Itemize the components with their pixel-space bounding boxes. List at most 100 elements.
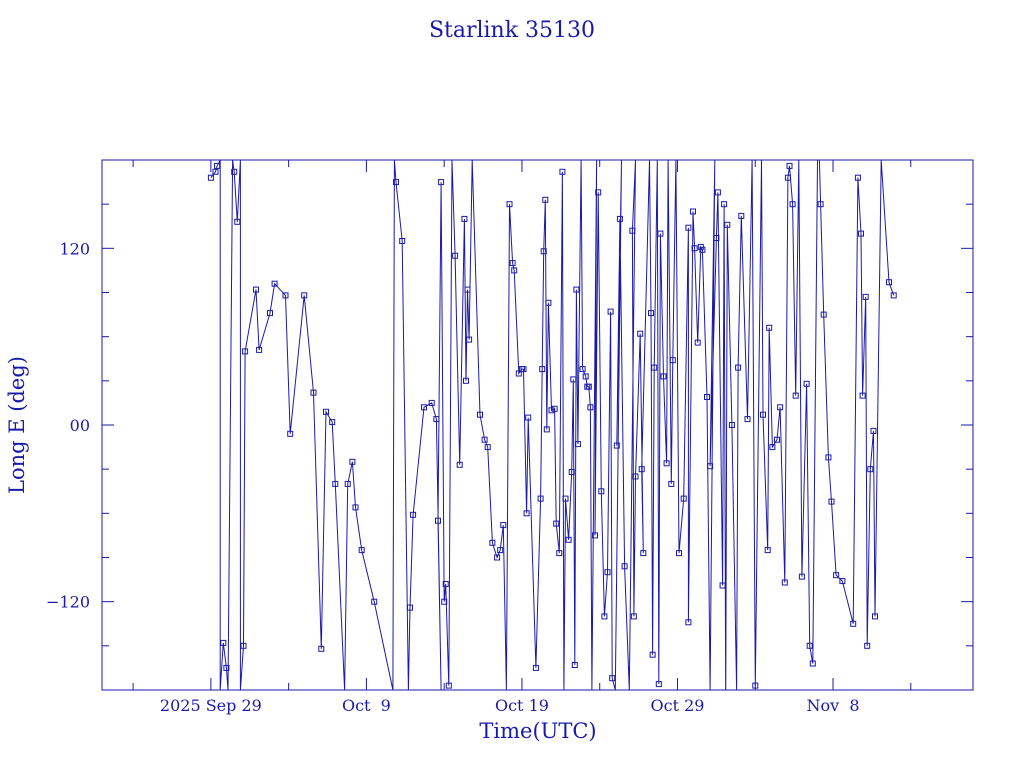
- data-point: [562, 495, 569, 502]
- data-point: [310, 389, 317, 396]
- data-point: [817, 201, 824, 208]
- data-point: [777, 404, 784, 411]
- data-point: [806, 642, 813, 649]
- data-point: [789, 201, 796, 208]
- data-point: [862, 293, 869, 300]
- data-point: [494, 554, 501, 561]
- data-point: [607, 308, 614, 315]
- data-point: [828, 498, 835, 505]
- data-point: [253, 286, 259, 293]
- data-point: [271, 280, 278, 287]
- data-point: [616, 215, 623, 222]
- data-point: [323, 408, 329, 415]
- data-point: [629, 227, 636, 234]
- data-point: [463, 377, 469, 384]
- data-point: [511, 267, 518, 274]
- x-tick-label: Oct 9: [342, 696, 391, 715]
- data-point: [685, 224, 692, 231]
- data-point: [441, 598, 448, 605]
- data-point: [545, 299, 552, 306]
- data-point: [859, 392, 866, 399]
- data-point: [438, 179, 445, 186]
- data-point: [287, 430, 294, 437]
- data-point: [587, 404, 594, 411]
- data-point: [744, 416, 751, 423]
- data-point: [212, 168, 219, 175]
- data-point: [509, 260, 516, 267]
- data-point: [539, 366, 546, 373]
- data-point: [638, 466, 645, 473]
- data-point: [890, 292, 897, 299]
- data-point: [601, 613, 608, 620]
- y-axis: 120 00 −120: [46, 203, 973, 647]
- data-point: [207, 174, 214, 181]
- data-point: [532, 664, 539, 671]
- data-point: [640, 550, 647, 557]
- data-point: [714, 189, 721, 196]
- data-point: [267, 310, 273, 317]
- data-point: [220, 639, 227, 646]
- data-point: [809, 660, 816, 667]
- data-point: [649, 651, 656, 658]
- data-point: [520, 366, 527, 373]
- data-point: [242, 348, 249, 355]
- data-point: [344, 480, 351, 487]
- data-point: [573, 286, 580, 293]
- data-point: [867, 466, 874, 473]
- data-point: [433, 416, 440, 423]
- data-point: [489, 539, 496, 546]
- data-point: [525, 414, 532, 421]
- data-point: [798, 573, 805, 580]
- data-point: [854, 174, 861, 181]
- data-point: [548, 407, 555, 414]
- data-point: [559, 168, 566, 175]
- data-point: [301, 292, 308, 299]
- data-point: [497, 547, 504, 554]
- data-point: [886, 279, 892, 286]
- x-tick-label: Oct 19: [495, 696, 549, 715]
- data-point: [766, 324, 773, 331]
- data-point: [825, 454, 832, 461]
- data-point: [657, 230, 664, 237]
- series-line: [210, 160, 895, 690]
- data-point: [786, 162, 793, 169]
- data-point: [595, 189, 602, 196]
- data-point: [792, 392, 799, 399]
- data-point: [630, 613, 637, 620]
- data-point: [704, 394, 710, 400]
- data-point: [256, 346, 263, 353]
- data-point: [691, 245, 698, 252]
- data-point: [461, 215, 468, 222]
- data-point: [240, 642, 247, 649]
- data-point: [637, 330, 644, 337]
- data-point: [669, 357, 676, 364]
- data-point: [685, 619, 692, 626]
- data-point: [445, 682, 452, 689]
- data-point: [484, 444, 491, 451]
- data-point: [760, 411, 766, 418]
- data-point: [735, 364, 742, 371]
- data-point: [500, 522, 507, 529]
- data-point: [231, 168, 238, 175]
- data-point: [621, 563, 628, 570]
- data-point: [764, 547, 771, 554]
- data-point: [820, 311, 827, 318]
- data-point: [872, 613, 878, 620]
- data-point: [579, 366, 586, 373]
- data-point: [690, 208, 696, 215]
- data-point: [655, 681, 662, 688]
- data-point: [571, 662, 578, 668]
- data-point: [651, 364, 658, 371]
- data-point: [540, 248, 547, 255]
- data-point: [442, 581, 449, 587]
- data-point: [850, 620, 857, 627]
- data-point: [556, 550, 563, 557]
- data-point: [358, 547, 365, 554]
- data-point: [728, 422, 735, 428]
- data-point: [565, 536, 572, 543]
- data-point: [428, 399, 435, 406]
- chart-title: Starlink 35130: [429, 18, 595, 43]
- data-point: [663, 460, 670, 467]
- data-point: [585, 383, 592, 390]
- data-point: [456, 461, 463, 468]
